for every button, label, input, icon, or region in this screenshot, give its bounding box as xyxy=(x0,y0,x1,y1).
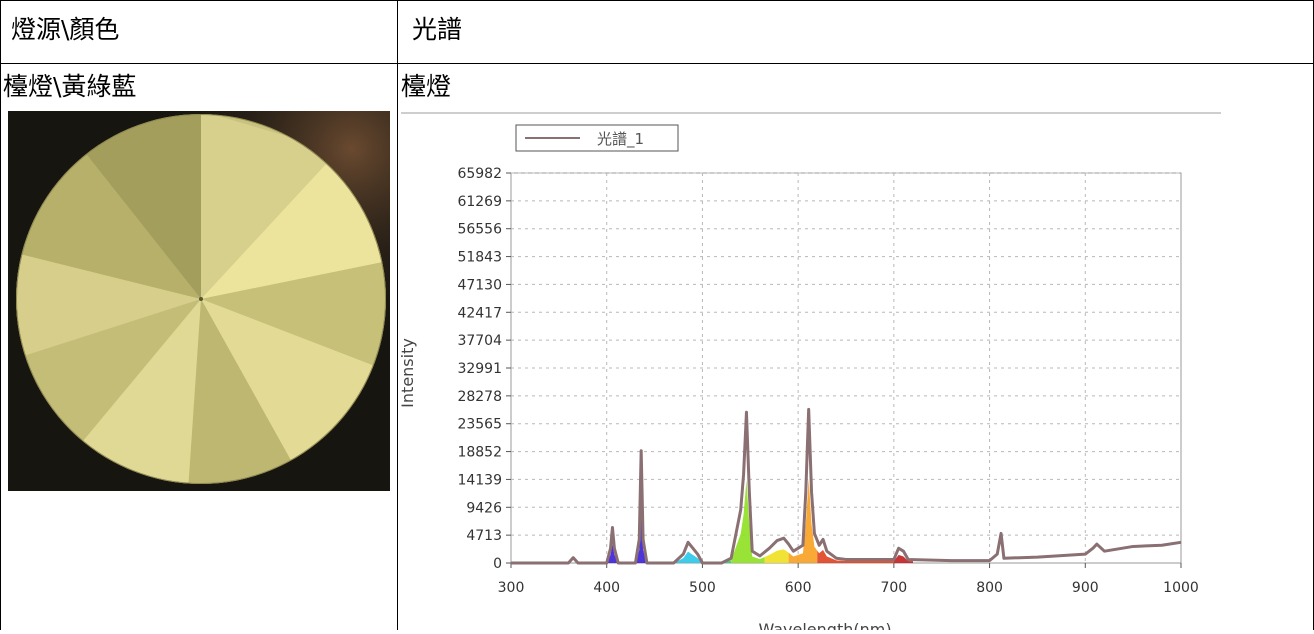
spectrum-color-band xyxy=(731,480,765,563)
header-light-source-color: 燈源\顏色 xyxy=(11,15,120,44)
y-tick-label: 51843 xyxy=(457,250,502,266)
y-tick-label: 56556 xyxy=(457,222,502,238)
chart-legend: 光譜_1 xyxy=(515,124,679,152)
x-tick-label: 900 xyxy=(1072,580,1099,596)
legend-box xyxy=(515,124,679,152)
table-divider-row xyxy=(0,63,1314,64)
x-tick-label: 700 xyxy=(880,580,907,596)
y-tick-label: 61269 xyxy=(457,194,502,210)
table-divider-col xyxy=(397,0,398,630)
y-tick-label: 42417 xyxy=(457,305,502,321)
spectrum-color-band xyxy=(893,554,913,563)
y-tick-label: 47130 xyxy=(457,277,502,293)
y-tick-label: 14139 xyxy=(457,472,502,488)
spectrum-chart-svg: 光譜_1 Intensity Wavelength(nm) 0 4713 9426 1… xyxy=(398,112,1221,634)
x-axis-label: Wavelength(nm) xyxy=(758,620,891,630)
x-tick-label: 1000 xyxy=(1163,580,1199,596)
y-tick-label: 28278 xyxy=(457,389,502,405)
spectrum-color-band xyxy=(587,501,645,563)
y-tick-label: 18852 xyxy=(457,445,502,461)
y-tick-label: 23565 xyxy=(457,417,502,433)
y-tick-label: 0 xyxy=(493,556,502,572)
y-tick-label: 32991 xyxy=(457,361,502,377)
row-label-lamp: 檯燈 xyxy=(401,72,452,101)
y-axis-label: Intensity xyxy=(399,338,417,408)
color-disc-image xyxy=(8,111,390,491)
spectrum-series-line xyxy=(511,407,1182,565)
spectrum-color-band xyxy=(817,549,894,563)
y-tick-label: 37704 xyxy=(457,333,502,349)
x-tick-label: 300 xyxy=(498,580,525,596)
spectrum-color-band xyxy=(788,478,818,563)
y-tick-label: 9426 xyxy=(466,500,502,516)
x-tick-label: 500 xyxy=(689,580,716,596)
header-spectrum: 光譜 xyxy=(412,15,463,44)
y-tick-label: 4713 xyxy=(466,528,502,544)
row-label-lamp-colors: 檯燈\黃綠藍 xyxy=(3,72,137,101)
x-tick-label: 400 xyxy=(593,580,620,596)
table-border-top xyxy=(0,0,1314,1)
table-border-left xyxy=(0,0,1,630)
spectrum-chart: 光譜_1 Intensity Wavelength(nm) 0 4713 9426 1… xyxy=(398,111,1221,634)
x-tick-label: 600 xyxy=(785,580,812,596)
legend-label: 光譜_1 xyxy=(597,130,644,149)
spectrum-color-band xyxy=(673,551,703,563)
y-tick-label: 65982 xyxy=(457,166,502,182)
color-disc-photo xyxy=(8,111,390,491)
spectrum-color-band xyxy=(764,549,789,563)
x-tick-label: 800 xyxy=(976,580,1003,596)
spectrum-color-band xyxy=(702,560,732,563)
